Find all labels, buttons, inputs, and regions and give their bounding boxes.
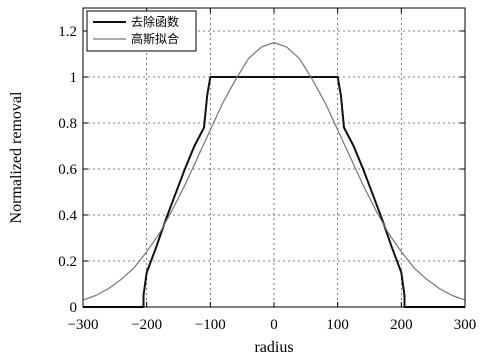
- series-layer: [82, 41, 466, 308]
- y-axis-label: Normalized removal: [8, 91, 25, 224]
- y-tick-label: 0.4: [58, 208, 77, 224]
- plot-frame: [82, 7, 466, 308]
- y-tick-label: 1.2: [58, 24, 77, 40]
- legend: 去除函数 高斯拟合: [86, 10, 197, 52]
- x-tick-label: −300: [68, 317, 99, 333]
- x-tick-label: −100: [195, 317, 226, 333]
- x-tick-label: −200: [131, 317, 162, 333]
- x-axis-label: radius: [254, 339, 293, 356]
- x-tick-label: 200: [390, 317, 413, 333]
- x-tick-label: 100: [326, 317, 349, 333]
- series-line-0: [83, 76, 465, 308]
- legend-box: [86, 10, 197, 52]
- ticks: −300 −200 −100 0 100 200 300 0 0.2 0.4 0.6 0.8 1 1.2: [58, 8, 476, 333]
- y-tick-label: 0: [70, 300, 78, 316]
- x-tick-label: 300: [454, 317, 477, 333]
- y-tick-label: 1: [70, 70, 78, 86]
- series-line-1: [82, 41, 466, 301]
- y-tick-label: 0.6: [58, 162, 77, 178]
- x-tick-label: 0: [270, 317, 278, 333]
- y-tick-label: 0.8: [58, 116, 77, 132]
- legend-label-series-1: 高斯拟合: [131, 31, 179, 46]
- y-tick-label: 0.2: [58, 254, 77, 270]
- legend-label-series-0: 去除函数: [131, 14, 179, 29]
- grid: [83, 8, 465, 307]
